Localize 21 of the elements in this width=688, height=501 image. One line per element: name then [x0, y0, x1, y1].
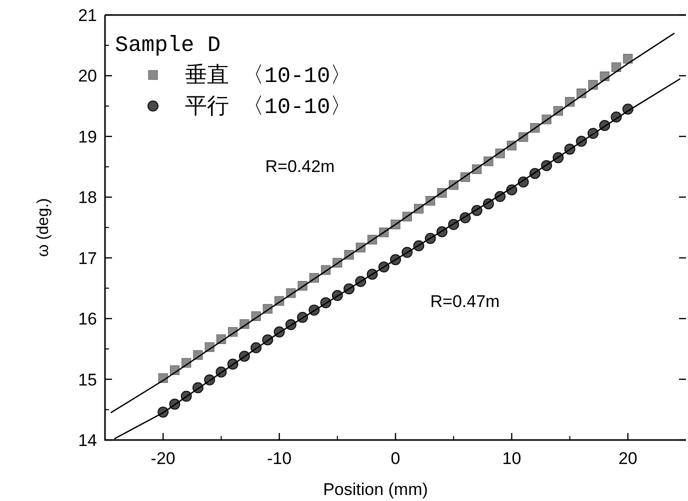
y-tick-label: 20 [78, 66, 97, 86]
x-tick-label: 10 [502, 449, 522, 468]
x-tick-label: -10 [267, 449, 292, 468]
x-tick-label: 0 [390, 449, 400, 468]
annotation: R=0.47m [430, 292, 500, 311]
x-axis-title: Position (mm) [323, 480, 428, 499]
y-tick-label: 14 [78, 431, 97, 450]
y-tick-label: 15 [78, 370, 97, 390]
y-tick-label: 17 [78, 248, 97, 268]
legend-title: Sample D [115, 33, 221, 58]
y-tick-label: 21 [78, 6, 97, 25]
y-tick-label: 19 [78, 127, 97, 146]
y-axis-title: ω (deg.) [35, 198, 52, 257]
annotation: R=0.42m [265, 157, 335, 176]
legend-label: 平行 〈10-10〉 [185, 95, 352, 120]
y-tick-label: 16 [78, 310, 97, 329]
x-tick-label: -20 [150, 449, 176, 468]
x-tick-label: 20 [618, 449, 638, 468]
legend-label: 垂直 〈10-10〉 [185, 63, 352, 89]
point [623, 54, 633, 64]
y-tick-label: 18 [78, 188, 97, 208]
